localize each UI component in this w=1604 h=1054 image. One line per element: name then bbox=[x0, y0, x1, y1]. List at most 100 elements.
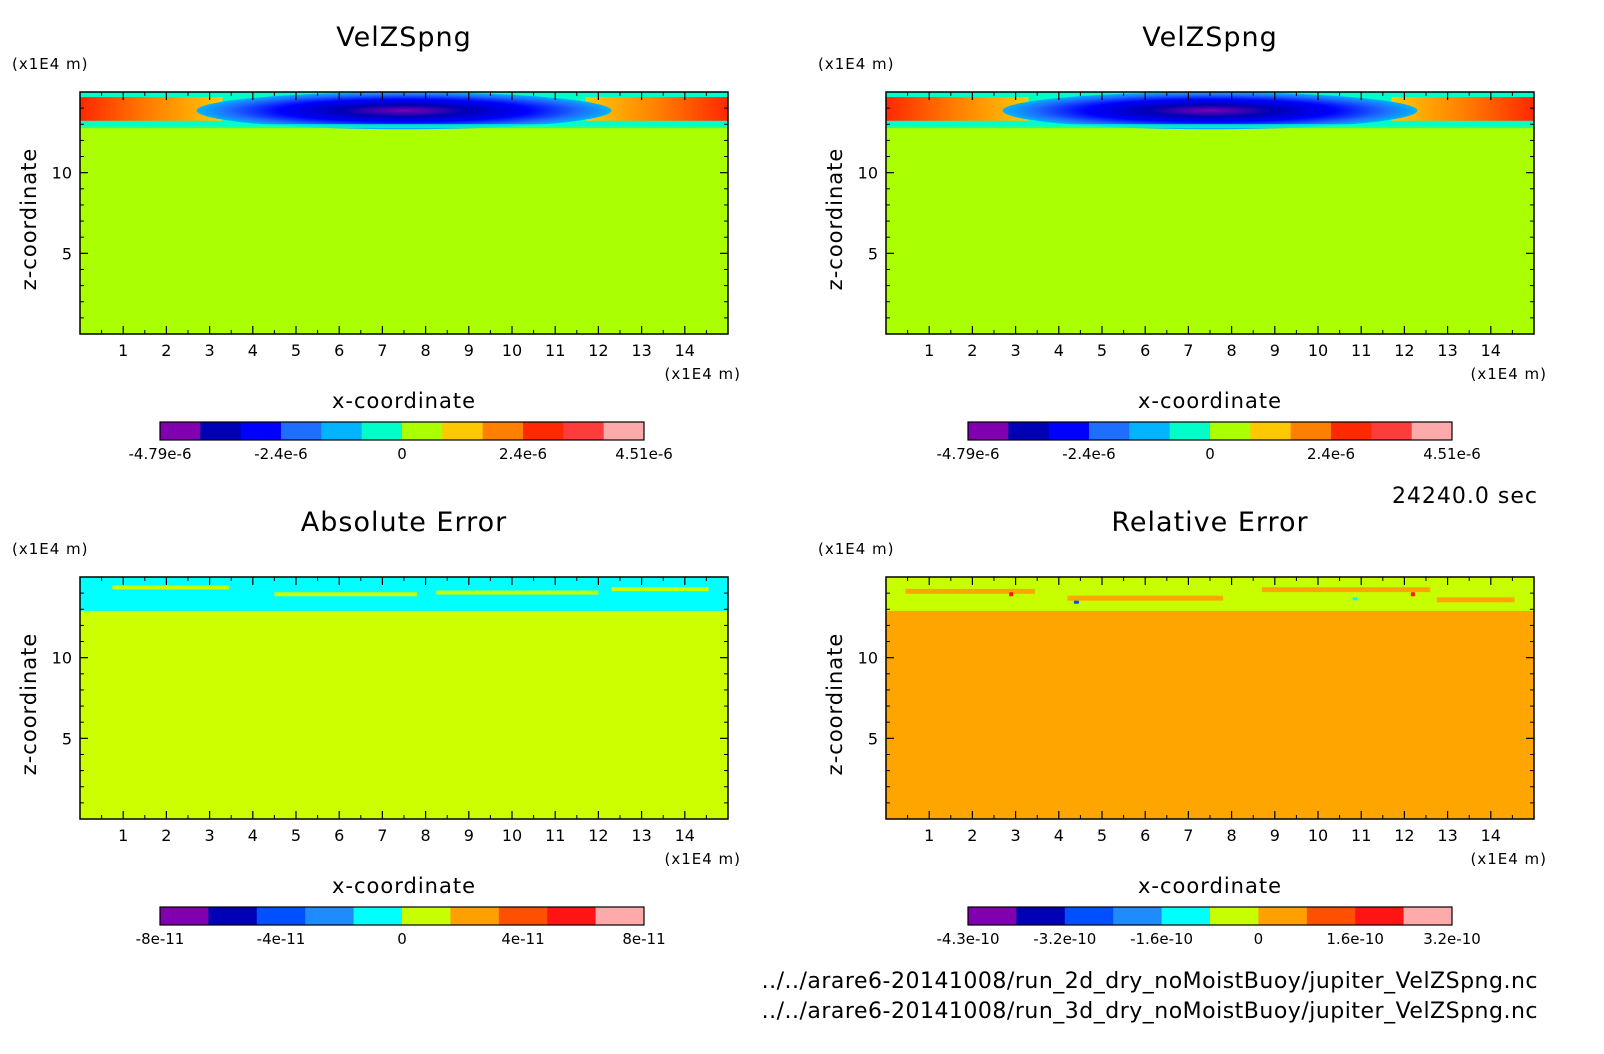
heatmap-spot bbox=[1352, 597, 1358, 601]
x-tick-label: 11 bbox=[1351, 341, 1371, 360]
x-tick-label: 13 bbox=[1437, 341, 1457, 360]
y-unit-label: (x1E4 m) bbox=[12, 540, 89, 558]
x-tick-label: 8 bbox=[1227, 341, 1237, 360]
y-tick-label: 10 bbox=[858, 649, 878, 668]
colorbar-swatch bbox=[1089, 422, 1130, 440]
x-axis-label: x-coordinate bbox=[332, 389, 476, 413]
colorbar-swatch bbox=[547, 907, 597, 925]
heatmap-central-negative bbox=[1002, 92, 1418, 130]
x-tick-label: 5 bbox=[291, 341, 301, 360]
heatmap-streak bbox=[112, 585, 230, 590]
x-axis-label: x-coordinate bbox=[332, 874, 476, 898]
y-axis-label: z-coordinate bbox=[823, 633, 847, 776]
y-tick-label: 5 bbox=[868, 244, 878, 263]
heatmap-spot bbox=[1410, 592, 1415, 597]
colorbar-tick-label: 3.2e-10 bbox=[1423, 930, 1481, 948]
panel-2: VelZSpng(x1E4 m)1 2 3 4 5 6 7 8 9 10 11 12 13 14510(x… bbox=[818, 22, 1546, 463]
colorbar-swatch bbox=[442, 422, 484, 440]
heatmap-left-positive bbox=[886, 97, 1029, 121]
x-tick-label: 3 bbox=[205, 826, 215, 845]
colorbar-tick-label: -3.2e-10 bbox=[1033, 930, 1096, 948]
x-tick-label: 5 bbox=[291, 826, 301, 845]
x-tick-label: 6 bbox=[334, 826, 344, 845]
x-tick-label: 9 bbox=[464, 341, 474, 360]
x-tick-label: 10 bbox=[1308, 826, 1328, 845]
colorbar-swatch bbox=[1355, 907, 1405, 925]
x-tick-label: 4 bbox=[1054, 341, 1064, 360]
colorbar-swatch bbox=[256, 907, 306, 925]
heatmap-central-negative bbox=[196, 92, 612, 130]
x-tick-label: 2 bbox=[161, 826, 171, 845]
colorbar-tick-label: -2.4e-6 bbox=[1062, 445, 1115, 463]
x-tick-label: 5 bbox=[1097, 826, 1107, 845]
colorbar-swatch bbox=[498, 907, 548, 925]
x-tick-label: 2 bbox=[967, 341, 977, 360]
x-tick-label: 13 bbox=[1437, 826, 1457, 845]
x-tick-label: 9 bbox=[1270, 826, 1280, 845]
colorbar-frame bbox=[159, 421, 645, 441]
heatmap-streak bbox=[1067, 595, 1223, 601]
x-tick-label: 7 bbox=[377, 341, 387, 360]
heatmap-right-positive bbox=[585, 97, 728, 121]
y-unit-label: (x1E4 m) bbox=[12, 55, 89, 73]
time-label: 24240.0 sec bbox=[1392, 484, 1538, 509]
x-tick-label: 9 bbox=[464, 826, 474, 845]
heatmap-background bbox=[886, 577, 1534, 819]
colorbar-tick-label: 4e-11 bbox=[501, 930, 544, 948]
colorbar-swatch bbox=[482, 422, 524, 440]
colorbar-swatch bbox=[208, 907, 258, 925]
x-tick-label: 14 bbox=[675, 826, 695, 845]
colorbar-swatch bbox=[968, 422, 1009, 440]
colorbar-tick-label: 0 bbox=[397, 445, 407, 463]
x-tick-label: 8 bbox=[1227, 826, 1237, 845]
y-axis-label: z-coordinate bbox=[823, 148, 847, 291]
colorbar-tick-label: 1.6e-10 bbox=[1326, 930, 1384, 948]
x-tick-label: 6 bbox=[334, 341, 344, 360]
colorbar-swatch bbox=[200, 422, 242, 440]
x-tick-label: 11 bbox=[545, 341, 565, 360]
colorbar-swatch bbox=[523, 422, 564, 440]
colorbar-swatch bbox=[240, 422, 282, 440]
colorbar-tick-label: -4.3e-10 bbox=[937, 930, 1000, 948]
footer-file-2: ../../arare6-20141008/run_3d_dry_noMoist… bbox=[762, 999, 1538, 1024]
colorbar-tick-label: 2.4e-6 bbox=[1307, 445, 1355, 463]
colorbar-frame bbox=[967, 906, 1453, 926]
heatmap-spot bbox=[1009, 592, 1014, 597]
x-unit-label: (x1E4 m) bbox=[664, 850, 741, 868]
x-tick-label: 4 bbox=[248, 341, 258, 360]
x-tick-label: 14 bbox=[1481, 341, 1501, 360]
x-unit-label: (x1E4 m) bbox=[664, 365, 741, 383]
heatmap-layer-edge bbox=[886, 124, 1534, 129]
heatmap-streak bbox=[274, 592, 417, 597]
x-tick-label: 12 bbox=[1394, 341, 1414, 360]
colorbar-swatch bbox=[1064, 907, 1114, 925]
x-tick-label: 8 bbox=[421, 341, 431, 360]
x-unit-label: (x1E4 m) bbox=[1470, 850, 1547, 868]
panel-title: Absolute Error bbox=[301, 507, 507, 538]
colorbar-swatch bbox=[1371, 422, 1413, 440]
y-tick-label: 5 bbox=[62, 729, 72, 748]
x-tick-label: 4 bbox=[248, 826, 258, 845]
heatmap-streak bbox=[436, 590, 599, 595]
colorbar-swatch bbox=[160, 907, 209, 925]
colorbar-tick-label: -4.79e-6 bbox=[937, 445, 1000, 463]
x-tick-label: 1 bbox=[118, 341, 128, 360]
y-tick-label: 10 bbox=[52, 649, 72, 668]
heatmap-top-layer bbox=[886, 577, 1534, 611]
heatmap-layer-edge bbox=[80, 124, 728, 129]
panel-3: Absolute Error(x1E4 m)1 2 3 4 5 6 7 8 9 10 11 12 13 1… bbox=[12, 507, 741, 948]
colorbar-swatch bbox=[1016, 907, 1066, 925]
colorbar-swatch bbox=[1169, 422, 1211, 440]
x-tick-label: 13 bbox=[631, 826, 651, 845]
colorbar-swatch bbox=[361, 422, 403, 440]
x-tick-label: 1 bbox=[924, 341, 934, 360]
colorbar-tick-label: -2.4e-6 bbox=[254, 445, 307, 463]
x-tick-label: 12 bbox=[1394, 826, 1414, 845]
x-tick-label: 14 bbox=[1481, 826, 1501, 845]
x-tick-label: 3 bbox=[205, 341, 215, 360]
colorbar-swatch bbox=[563, 422, 605, 440]
colorbar-swatch bbox=[1250, 422, 1292, 440]
x-tick-label: 2 bbox=[161, 341, 171, 360]
x-tick-label: 5 bbox=[1097, 341, 1107, 360]
